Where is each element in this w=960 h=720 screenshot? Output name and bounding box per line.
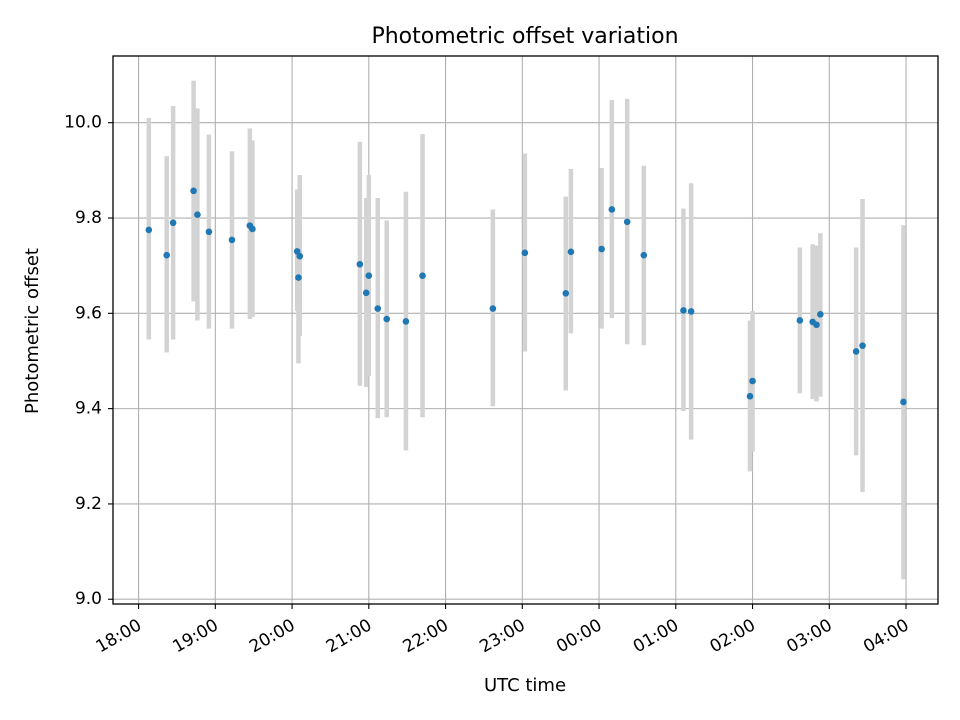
data-point — [562, 290, 570, 297]
data-point — [383, 315, 391, 323]
y-tick-label: 9.8 — [75, 208, 102, 228]
data-point — [249, 225, 256, 233]
data-point — [163, 251, 171, 259]
plot-frame — [112, 55, 939, 605]
data-point — [190, 187, 197, 195]
data-point — [194, 211, 201, 218]
data-point — [680, 307, 687, 314]
data-point — [521, 249, 529, 257]
data-point — [228, 236, 236, 244]
data-point — [687, 308, 695, 315]
y-axis-label: Photometric offset — [22, 248, 43, 414]
data-point — [608, 206, 616, 213]
data-points — [145, 187, 907, 406]
data-point — [640, 251, 648, 259]
data-point — [852, 348, 860, 355]
data-point — [169, 219, 177, 227]
data-point — [145, 226, 153, 234]
y-tick-label: 9.2 — [75, 494, 102, 514]
data-point — [623, 218, 631, 226]
data-point — [746, 392, 754, 400]
data-point — [900, 398, 907, 406]
data-point — [567, 248, 575, 256]
data-point — [205, 228, 213, 236]
data-point — [296, 252, 304, 260]
y-tick-label: 9.4 — [75, 399, 102, 419]
chart-title: Photometric offset variation — [371, 24, 678, 49]
data-point — [356, 260, 364, 268]
data-point — [489, 305, 497, 312]
x-axis-label: UTC time — [484, 675, 566, 696]
data-point — [749, 377, 756, 385]
y-tick-label: 9.0 — [75, 589, 102, 609]
y-tick-label: 9.6 — [75, 303, 102, 323]
data-point — [796, 317, 804, 324]
data-point — [374, 305, 382, 312]
data-point — [598, 245, 605, 253]
data-point — [295, 274, 302, 281]
data-point — [813, 321, 820, 329]
data-point — [402, 318, 410, 325]
y-axis-ticks: 9.0 9.2 9.4 9.6 9.8 10.0 — [64, 113, 113, 609]
y-tick-label: 10.0 — [64, 113, 102, 133]
data-point — [419, 272, 426, 279]
data-point — [859, 342, 866, 350]
data-point — [817, 310, 824, 318]
data-point — [365, 272, 373, 279]
data-point — [362, 289, 370, 297]
